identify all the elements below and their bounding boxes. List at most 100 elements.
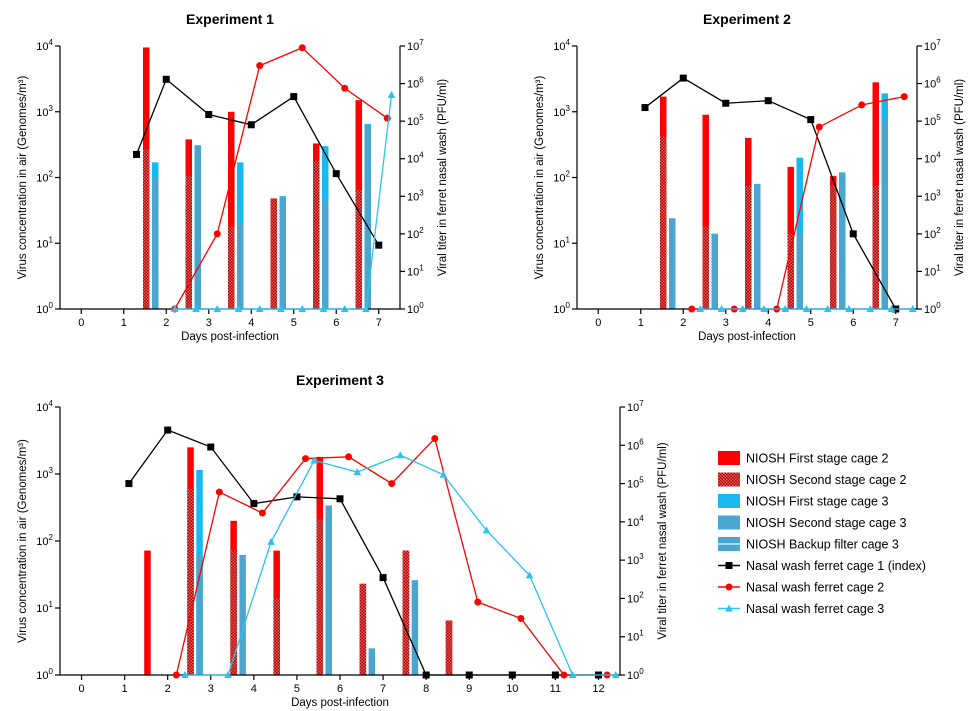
x-tick-label: 6 <box>337 683 343 695</box>
x-tick-label: 11 <box>550 683 561 695</box>
bar-cage3-second-stage <box>839 172 846 309</box>
series-index-point <box>379 574 387 582</box>
series-cage3-point <box>760 305 768 312</box>
series-cage2-point <box>900 93 908 101</box>
y-right-tick-label: 104 <box>627 514 644 529</box>
x-axis-label: Days post-infection <box>291 697 389 709</box>
y-left-tick-label: 103 <box>553 104 570 119</box>
series-cage3-point <box>213 305 222 312</box>
series-cage3-point <box>396 451 405 459</box>
legend-label: Nasal wash ferret cage 2 <box>746 581 884 595</box>
bar-cage2-second-stage <box>402 550 410 675</box>
series-cage3-point <box>170 305 179 312</box>
series-cage3-point <box>319 305 328 312</box>
y-left-tick-label: 101 <box>36 600 53 615</box>
legend-item: Nasal wash ferret cage 3 <box>718 602 884 616</box>
x-tick-label: 1 <box>638 317 644 329</box>
series-cage3-point <box>234 305 243 312</box>
bar-cage2-second-stage <box>270 198 277 309</box>
bar-cage2-second-stage <box>187 488 194 675</box>
x-tick-label: 2 <box>165 683 171 695</box>
y-right-tick-label: 107 <box>407 38 424 53</box>
y-right-tick-label: 107 <box>924 38 941 53</box>
series-cage3-point <box>310 456 318 464</box>
series-cage3-point <box>298 305 307 312</box>
bar-cage2-second-stage <box>313 160 320 309</box>
legend-item: NIOSH First stage cage 2 <box>718 451 888 466</box>
x-tick-label: 2 <box>680 317 686 329</box>
series-index-point <box>162 75 170 83</box>
bar-cage3-second-stage <box>754 183 761 309</box>
chart-panel-3: Experiment 31001011021031041001011021031… <box>17 372 669 709</box>
y-right-tick-label: 102 <box>627 590 644 605</box>
x-tick-label: 6 <box>333 317 339 329</box>
y-right-tick-label: 103 <box>407 188 424 203</box>
series-index-point <box>125 480 133 488</box>
y-right-tick-label: 103 <box>924 188 941 203</box>
y-left-tick-label: 100 <box>36 667 53 682</box>
legend-swatch <box>718 494 740 508</box>
series-index-point <box>293 493 301 501</box>
legend-label: Nasal wash ferret cage 3 <box>746 602 884 616</box>
x-tick-label: 1 <box>122 683 128 695</box>
series-cage3-point <box>255 305 264 312</box>
series-cage2-point <box>858 101 866 109</box>
series-cage3-point <box>823 305 832 312</box>
bar-cage2-second-stage <box>228 226 235 309</box>
y-right-tick-label: 100 <box>924 301 941 316</box>
x-tick-label: 4 <box>765 317 771 329</box>
x-tick-label: 5 <box>291 317 297 329</box>
bar-cage2-second-stage <box>359 583 367 675</box>
chart-panel-2: Experiment 21001011021031041001011021031… <box>534 11 966 343</box>
series-index-point <box>247 121 255 129</box>
series-cage3-point <box>802 305 811 312</box>
bar-cage2-second-stage <box>316 519 324 675</box>
bar-cage2-second-stage <box>230 550 237 675</box>
y-left-tick-label: 102 <box>553 170 570 185</box>
y-right-tick-label: 105 <box>627 476 644 491</box>
legend-label: Nasal wash ferret cage 1 (index) <box>746 559 926 573</box>
bar-cage3-second-stage <box>325 505 333 675</box>
series-cage3-point <box>277 305 285 312</box>
x-tick-label: 3 <box>208 683 214 695</box>
bar-cage3-second-stage <box>796 233 803 309</box>
y-left-tick-label: 101 <box>36 235 53 250</box>
bar-cage3-second-stage <box>196 555 203 675</box>
series-index-point <box>332 170 340 178</box>
y-left-tick-label: 104 <box>36 399 53 414</box>
series-cage2-point <box>388 480 396 488</box>
x-tick-label: 1 <box>121 317 127 329</box>
series-cage3-point <box>181 671 189 678</box>
y-right-tick-label: 101 <box>407 263 424 278</box>
bar-cage3-second-stage <box>881 121 888 309</box>
series-cage3-line <box>184 454 616 676</box>
series-index-line <box>135 78 380 246</box>
series-cage3-point <box>717 305 726 312</box>
legend-swatch <box>718 451 740 465</box>
y-right-tick-label: 106 <box>627 437 644 452</box>
series-index-point <box>679 74 687 82</box>
bar-cage3-second-stage <box>368 648 376 675</box>
series-cage3-point <box>696 305 705 312</box>
bar-cage2-second-stage <box>787 233 794 309</box>
y-right-tick-label: 105 <box>407 113 424 128</box>
series-cage2-point <box>298 44 306 52</box>
bar-cage2-second-stage <box>273 598 280 675</box>
series-cage2-point <box>560 671 568 679</box>
series-index-point <box>375 241 383 249</box>
y-right-tick-label: 101 <box>924 263 941 278</box>
x-tick-label: 9 <box>466 683 472 695</box>
x-tick-label: 5 <box>294 683 300 695</box>
series-cage3-point <box>387 90 396 98</box>
series-cage2-point <box>256 62 264 70</box>
series-cage2-point <box>258 509 266 517</box>
series-cage2-point <box>517 614 525 622</box>
series-cage2-point <box>474 598 482 606</box>
bar-cage2-first-stage <box>228 111 235 309</box>
series-cage2-point <box>215 488 223 496</box>
y-left-tick-label: 101 <box>553 235 570 250</box>
series-cage3-point <box>353 468 362 476</box>
x-tick-label: 3 <box>206 317 212 329</box>
legend-label: NIOSH Second stage cage 2 <box>746 473 907 487</box>
x-tick-label: 6 <box>850 317 856 329</box>
